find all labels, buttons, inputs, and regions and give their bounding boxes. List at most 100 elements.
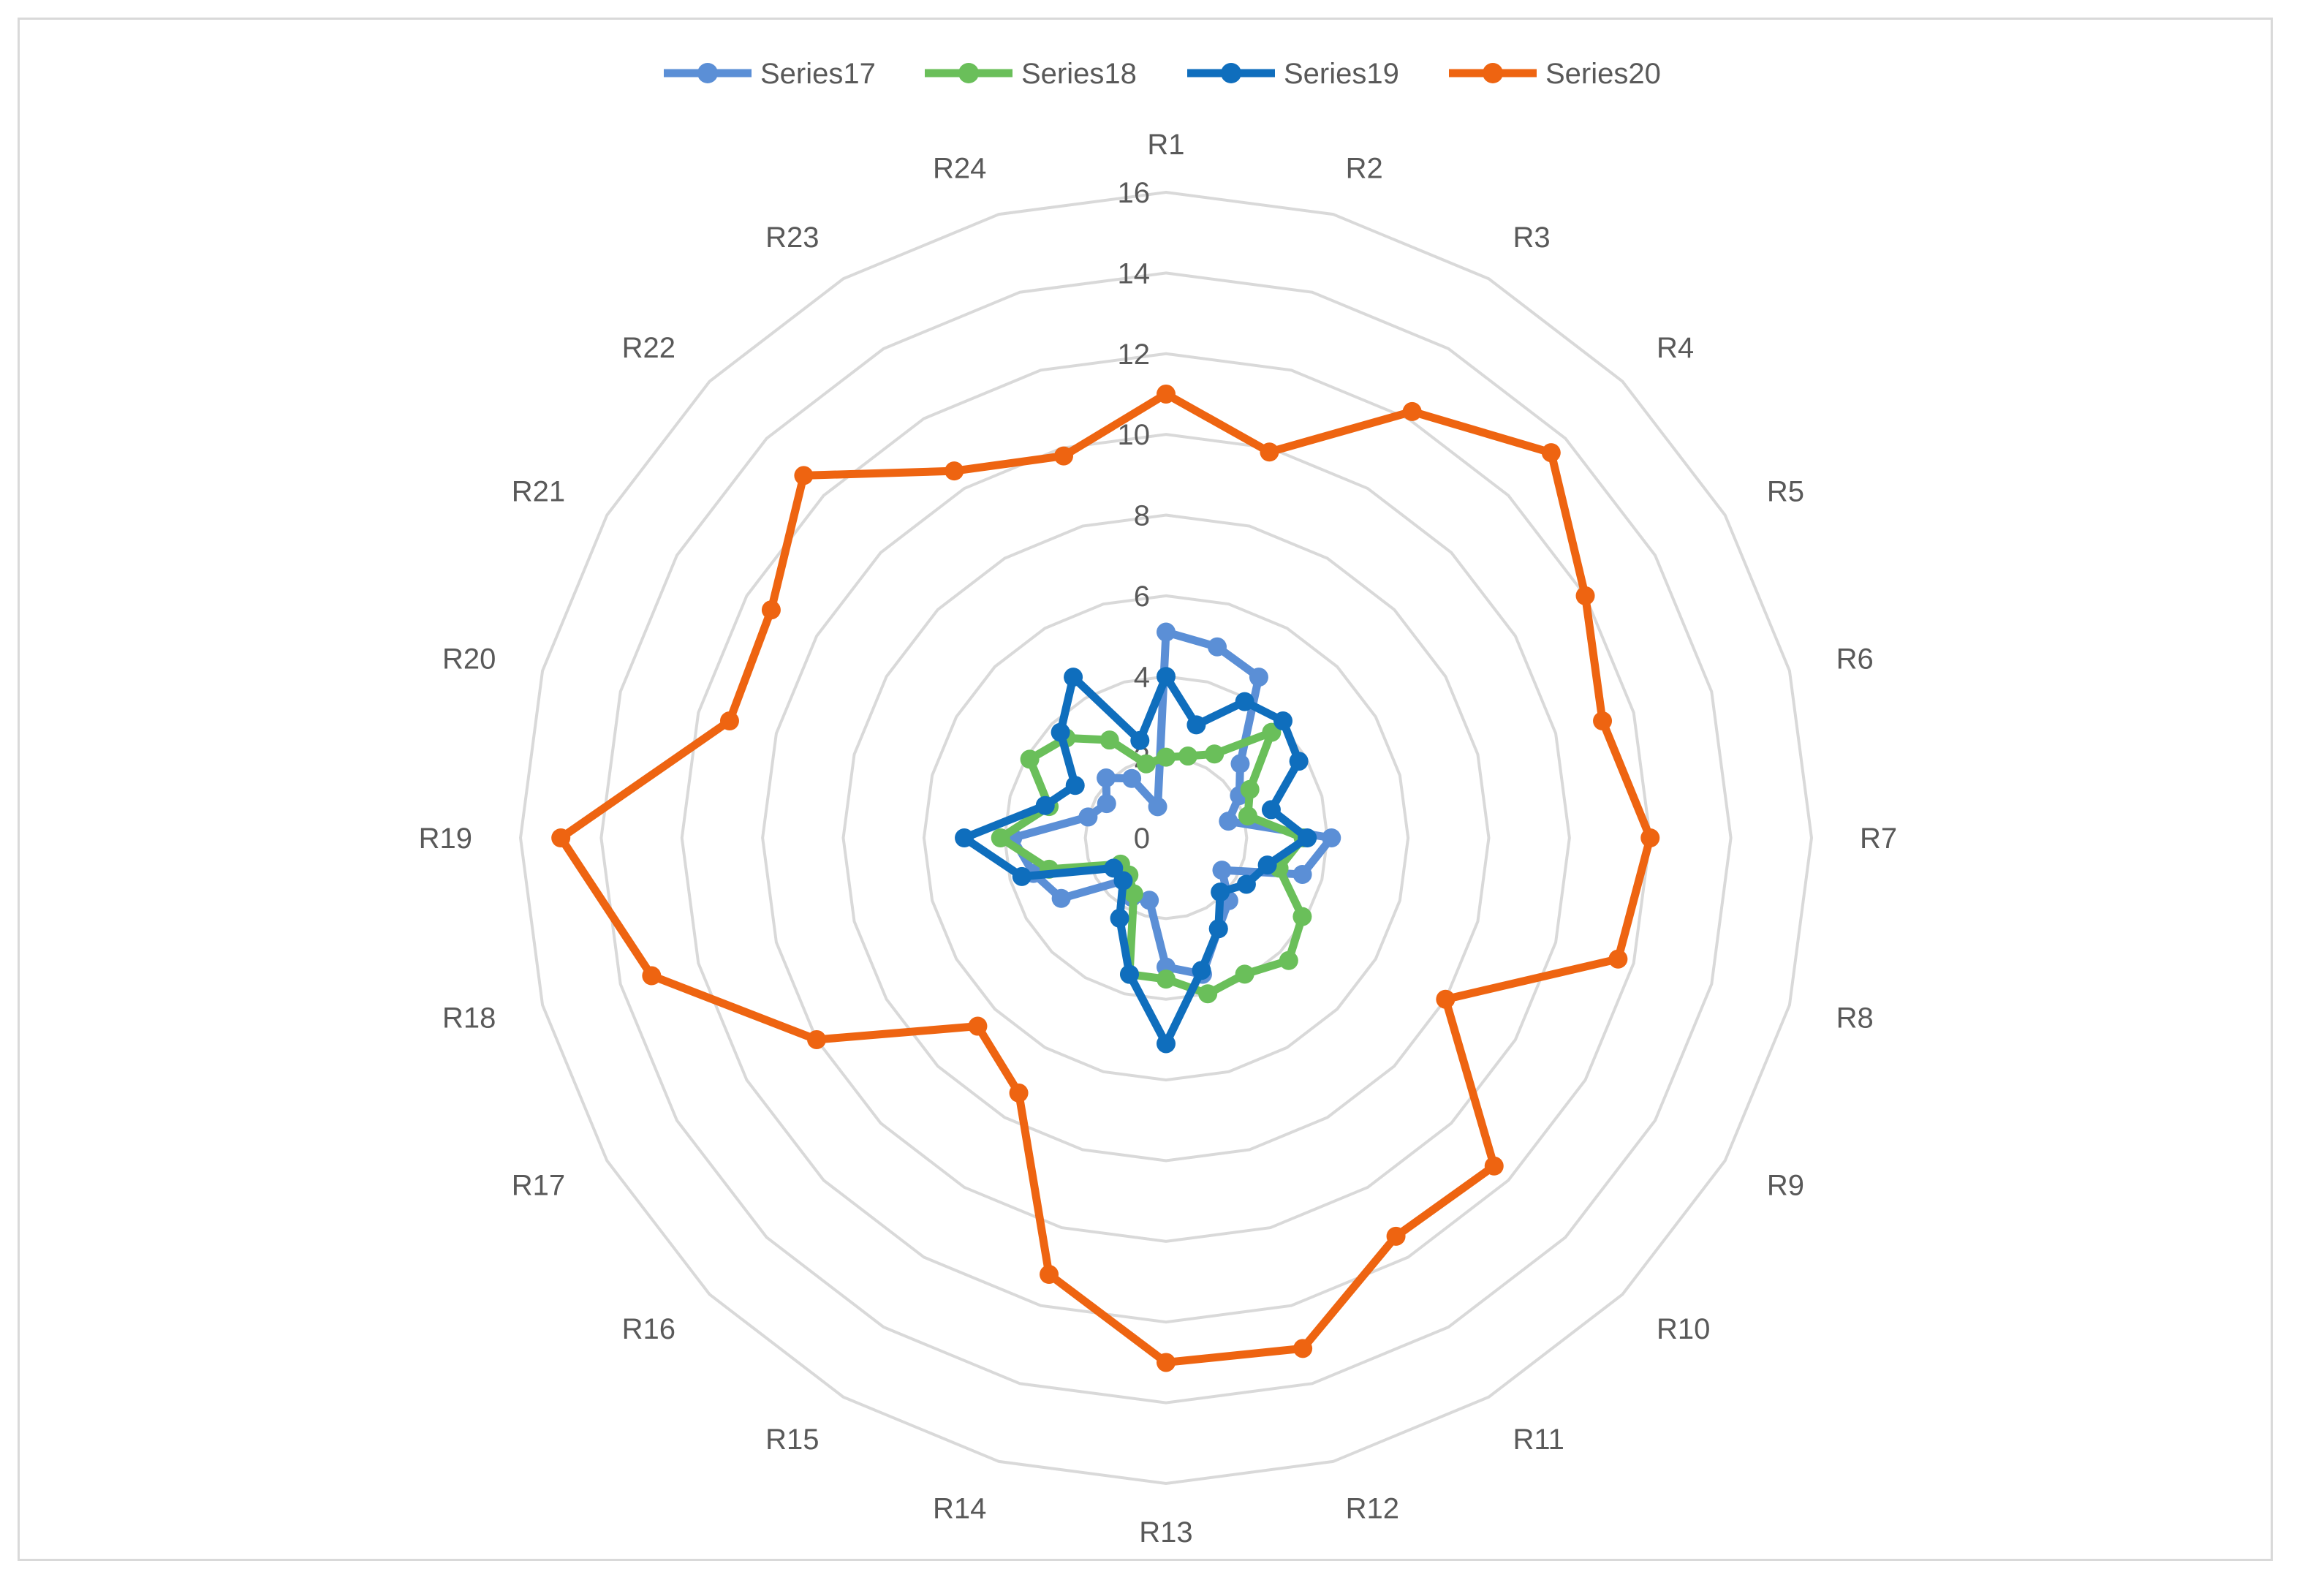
legend-marker bbox=[697, 63, 718, 83]
data-point bbox=[1235, 692, 1254, 711]
data-point bbox=[1230, 754, 1250, 774]
data-point bbox=[1249, 668, 1268, 687]
data-point bbox=[1035, 795, 1055, 815]
data-point bbox=[1124, 884, 1143, 904]
data-point bbox=[807, 1029, 827, 1049]
data-point bbox=[1436, 989, 1456, 1009]
radial-tick-label: 0 bbox=[1134, 823, 1150, 855]
category-label: R18 bbox=[442, 1002, 496, 1035]
legend: Series17 Series18 Series19 Series20 bbox=[664, 58, 1661, 90]
data-point bbox=[1322, 828, 1341, 847]
data-point bbox=[1292, 907, 1312, 926]
data-point bbox=[1207, 637, 1227, 657]
category-label: R11 bbox=[1513, 1424, 1564, 1456]
grid-ring bbox=[922, 594, 1410, 1082]
data-point bbox=[1402, 401, 1422, 421]
series-series18 bbox=[991, 722, 1313, 1004]
radial-tick-label: 14 bbox=[1118, 257, 1151, 290]
data-point bbox=[1051, 722, 1070, 742]
data-point bbox=[1211, 882, 1230, 902]
data-point bbox=[1157, 1034, 1176, 1054]
grid-ring bbox=[599, 271, 1733, 1405]
data-point bbox=[1260, 442, 1279, 462]
data-point bbox=[1608, 949, 1628, 969]
category-label: R23 bbox=[765, 222, 819, 254]
data-point bbox=[1148, 797, 1167, 817]
data-point bbox=[1541, 443, 1561, 463]
data-point bbox=[642, 966, 662, 986]
data-point bbox=[1136, 754, 1156, 774]
data-point bbox=[1097, 794, 1116, 814]
category-labels: R1 R2 R3 R4 R5 R6 R7 R8 R9 R10 R11 R12 R13 R14 R15 R16 R… bbox=[419, 129, 1898, 1549]
series-layer bbox=[551, 384, 1660, 1372]
category-label: R10 bbox=[1657, 1313, 1710, 1345]
data-point bbox=[1289, 752, 1309, 771]
data-point bbox=[1110, 908, 1129, 928]
data-point bbox=[1298, 828, 1317, 847]
legend-marker bbox=[1221, 63, 1241, 83]
data-point bbox=[1238, 806, 1257, 826]
data-point bbox=[1257, 855, 1277, 875]
data-point bbox=[761, 600, 781, 620]
data-point bbox=[955, 828, 974, 847]
data-point bbox=[1593, 711, 1613, 731]
data-point bbox=[1208, 919, 1228, 939]
radial-tick-label: 12 bbox=[1118, 339, 1151, 371]
data-point bbox=[1104, 858, 1124, 878]
data-point bbox=[1157, 622, 1176, 642]
data-point bbox=[1235, 964, 1254, 984]
category-label: R9 bbox=[1767, 1170, 1804, 1202]
radial-axis-ticks: 0246810121416 bbox=[1118, 177, 1151, 855]
data-point bbox=[1130, 730, 1150, 750]
category-label: R7 bbox=[1860, 823, 1897, 855]
data-point bbox=[1040, 1265, 1059, 1285]
category-label: R16 bbox=[622, 1313, 675, 1345]
data-point bbox=[1575, 586, 1595, 605]
legend-item[interactable]: Series19 bbox=[1187, 58, 1399, 90]
data-point bbox=[1212, 861, 1232, 880]
data-point bbox=[1240, 779, 1260, 799]
data-point bbox=[1198, 984, 1218, 1004]
data-point bbox=[1078, 807, 1098, 827]
data-point bbox=[1386, 1226, 1406, 1246]
data-point bbox=[945, 461, 964, 481]
series-series19 bbox=[955, 667, 1317, 1054]
data-point bbox=[1192, 961, 1211, 980]
data-point bbox=[1120, 964, 1140, 984]
grid-ring bbox=[841, 513, 1491, 1163]
data-point bbox=[551, 828, 571, 847]
category-label: R24 bbox=[933, 152, 986, 184]
category-label: R17 bbox=[512, 1170, 565, 1202]
data-point bbox=[1051, 888, 1071, 908]
data-point bbox=[1157, 667, 1176, 687]
data-point bbox=[1020, 749, 1040, 769]
data-point bbox=[1009, 1083, 1029, 1103]
legend-item[interactable]: Series20 bbox=[1449, 58, 1661, 90]
series-series20 bbox=[551, 384, 1660, 1372]
data-point bbox=[1097, 768, 1116, 788]
legend-label: Series19 bbox=[1284, 58, 1399, 90]
category-label: R22 bbox=[622, 332, 675, 364]
data-point bbox=[1064, 668, 1083, 687]
data-point bbox=[794, 466, 814, 485]
legend-label: Series18 bbox=[1021, 58, 1137, 90]
radial-tick-label: 4 bbox=[1134, 661, 1150, 693]
data-point bbox=[1236, 874, 1256, 894]
data-point bbox=[1292, 864, 1312, 884]
grid-ring bbox=[761, 433, 1571, 1243]
data-point bbox=[1122, 768, 1142, 788]
category-label: R3 bbox=[1513, 222, 1551, 254]
legend-marker bbox=[958, 63, 979, 83]
legend-item[interactable]: Series18 bbox=[925, 58, 1137, 90]
data-point bbox=[1099, 730, 1119, 750]
category-label: R5 bbox=[1767, 476, 1804, 508]
legend-item[interactable]: Series17 bbox=[664, 58, 876, 90]
legend-label: Series17 bbox=[760, 58, 876, 90]
category-label: R19 bbox=[419, 823, 472, 855]
category-label: R1 bbox=[1147, 129, 1184, 161]
data-point bbox=[1012, 866, 1032, 886]
data-point bbox=[1157, 969, 1176, 989]
data-point bbox=[1186, 715, 1206, 735]
data-point bbox=[1293, 1339, 1313, 1358]
